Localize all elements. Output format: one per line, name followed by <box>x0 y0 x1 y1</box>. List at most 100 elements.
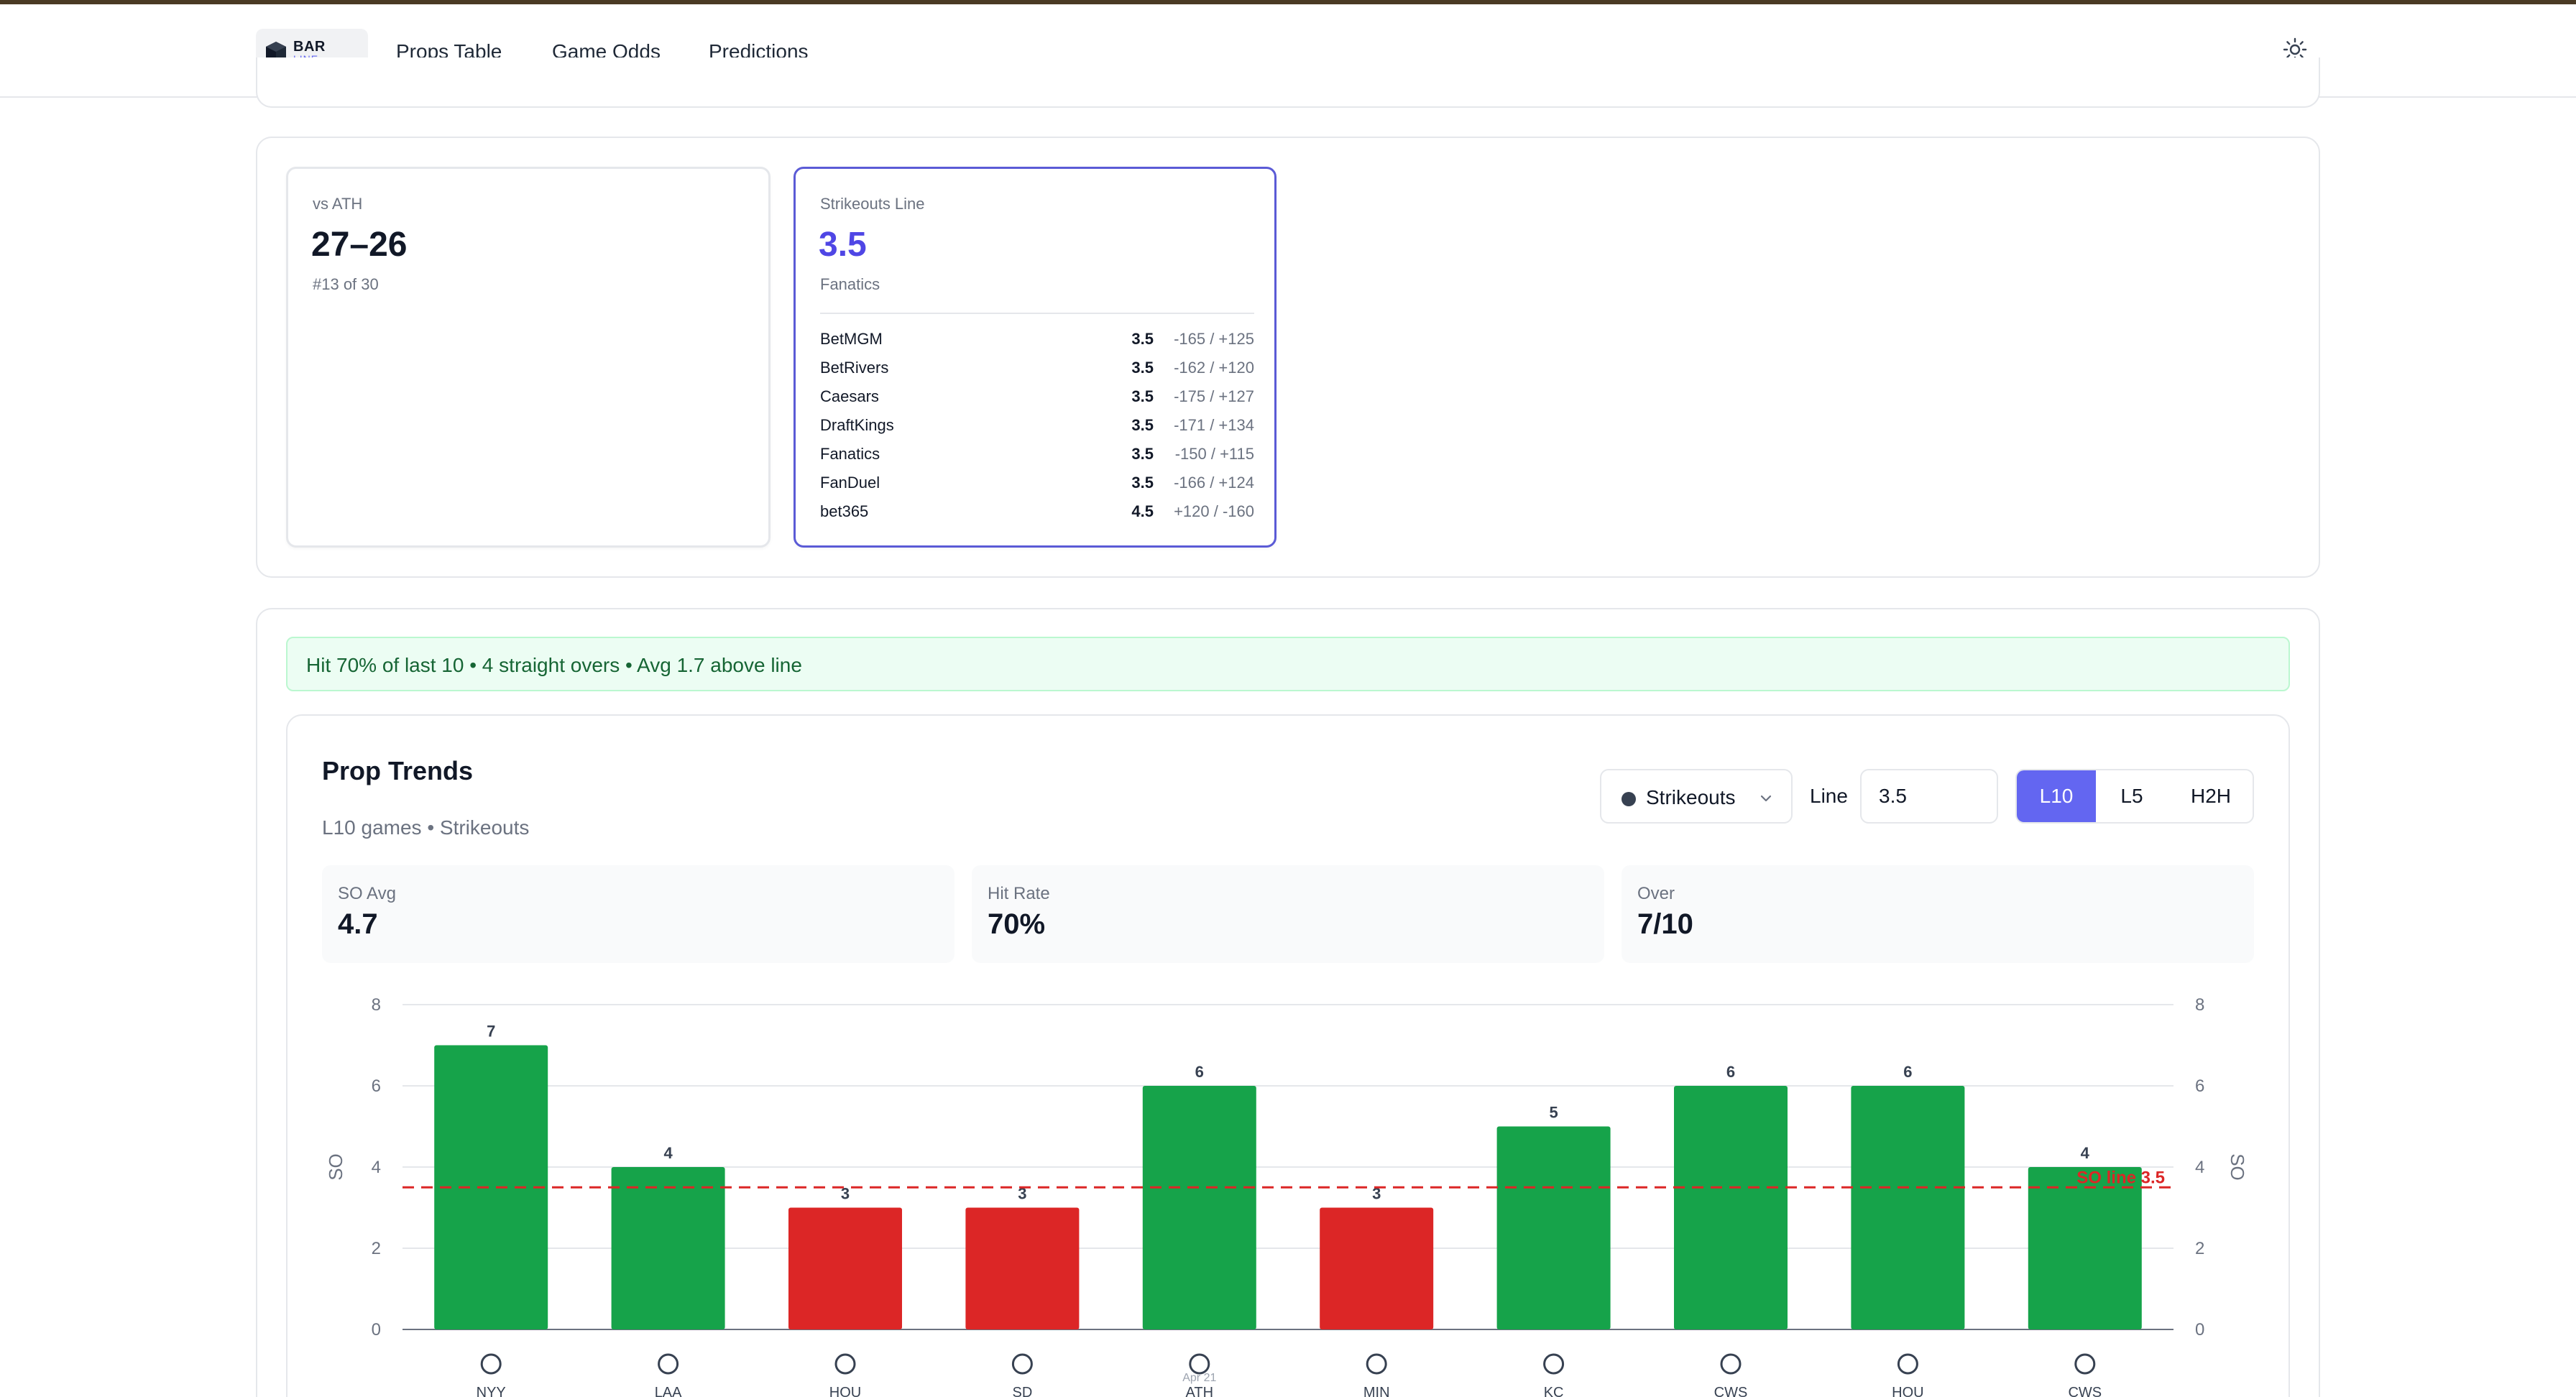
bar-min <box>1320 1207 1434 1329</box>
strikeouts-line-book: Fanatics <box>820 275 880 293</box>
stat-label: Hit Rate <box>988 884 1050 903</box>
strikeouts-line-card[interactable]: Strikeouts Line 3.5 Fanatics BetMGM 3.5 -1… <box>794 167 1276 548</box>
strikeouts-line-value: 3.5 <box>819 226 867 264</box>
x-tick-label: LAA <box>655 1385 682 1397</box>
x-tick-label: HOU <box>829 1385 861 1397</box>
y-tick-label: 6 <box>372 1076 381 1096</box>
sportsbook-odds: -166 / +124 <box>1174 474 1254 492</box>
previous-section-card <box>256 57 2320 108</box>
sportsbook-name: BetRivers <box>820 359 889 377</box>
stat-value: 7/10 <box>1637 908 1693 940</box>
stat-label: Over <box>1637 884 1675 903</box>
window-top-strip <box>0 0 2576 4</box>
range-toggle: L10 L5 H2H <box>2015 769 2254 824</box>
line-input-label: Line <box>1810 785 1848 807</box>
bar-value-label: 6 <box>1903 1063 1912 1081</box>
sportsbook-row: FanDuel 3.5 -166 / +124 <box>820 474 1254 502</box>
sun-icon[interactable] <box>2281 36 2309 63</box>
stat-label: SO Avg <box>338 884 396 903</box>
sportsbook-row: Fanatics 3.5 -150 / +115 <box>820 445 1254 474</box>
x-tick-label: KC <box>1544 1385 1564 1397</box>
stat-select-dropdown[interactable]: Strikeouts <box>1600 769 1793 824</box>
prop-trends-subtitle: L10 games • Strikeouts <box>322 816 530 839</box>
x-tick-label: NYY <box>477 1385 506 1397</box>
sportsbook-name: bet365 <box>820 502 869 520</box>
sportsbook-line: 3.5 <box>1131 359 1154 377</box>
bar-hou <box>1851 1086 1965 1329</box>
sportsbook-row: Caesars 3.5 -175 / +127 <box>820 387 1254 416</box>
sportsbook-name: BetMGM <box>820 330 883 348</box>
bar-cws <box>2028 1167 2142 1329</box>
sportsbook-odds: +120 / -160 <box>1174 502 1254 520</box>
team-logo-icon <box>2074 1353 2096 1375</box>
bar-value-label: 6 <box>1726 1063 1735 1081</box>
x-tick-label: HOU <box>1892 1385 1923 1397</box>
bar-value-label: 3 <box>1018 1185 1026 1203</box>
team-logo-icon <box>1543 1353 1565 1375</box>
matchup-card: vs ATH 27–26 #13 of 30 <box>286 167 770 548</box>
reference-line-label: SO line 3.5 <box>2076 1168 2165 1187</box>
logo-text: BAR <box>293 39 326 55</box>
line-input[interactable] <box>1860 769 1998 824</box>
bar-sd <box>965 1207 1080 1329</box>
bar-ath <box>1142 1086 1256 1329</box>
bar-value-label: 3 <box>841 1185 850 1203</box>
sportsbook-line: 3.5 <box>1131 330 1154 348</box>
sportsbook-line: 3.5 <box>1131 387 1154 405</box>
divider <box>820 313 1254 314</box>
x-tick-label: MIN <box>1363 1385 1390 1397</box>
x-tick-label: SD <box>1013 1385 1033 1397</box>
sportsbook-odds: -162 / +120 <box>1174 359 1254 377</box>
matchup-label: vs ATH <box>313 195 363 213</box>
sportsbook-line: 3.5 <box>1131 474 1154 492</box>
sportsbook-line: 3.5 <box>1131 445 1154 463</box>
sportsbook-row: BetMGM 3.5 -165 / +125 <box>820 330 1254 359</box>
range-l10-button[interactable]: L10 <box>2017 770 2096 822</box>
team-logo-icon <box>1897 1353 1918 1375</box>
insight-banner: Hit 70% of last 10 • 4 straight overs • … <box>286 637 2290 691</box>
stat-value: 4.7 <box>338 908 378 940</box>
sportsbook-row: bet365 4.5 +120 / -160 <box>820 502 1254 531</box>
y-tick-label-right: 2 <box>2195 1239 2204 1258</box>
x-tick-label: CWS <box>2068 1385 2102 1397</box>
y-axis-label-right: SO <box>2227 1153 2248 1181</box>
sportsbook-name: FanDuel <box>820 474 880 492</box>
sportsbook-odds: -171 / +134 <box>1174 416 1254 434</box>
bar-hou <box>788 1207 902 1329</box>
strikeouts-line-label: Strikeouts Line <box>820 195 925 213</box>
bar-cws <box>1674 1086 1788 1329</box>
stat-select-value: Strikeouts <box>1646 786 1736 808</box>
y-tick-label-right: 0 <box>2195 1320 2204 1340</box>
prop-trends-title: Prop Trends <box>322 756 474 785</box>
team-logo-icon <box>1189 1353 1210 1375</box>
bar-value-label: 4 <box>663 1144 673 1162</box>
y-tick-label-right: 8 <box>2195 995 2204 1015</box>
y-tick-label: 4 <box>372 1158 381 1177</box>
matchup-rank: #13 of 30 <box>313 275 379 293</box>
sportsbook-row: DraftKings 3.5 -171 / +134 <box>820 416 1254 445</box>
bar-value-label: 6 <box>1195 1063 1204 1081</box>
y-axis-label: SO <box>325 1153 346 1181</box>
x-tick-label: ATH <box>1186 1385 1214 1397</box>
bar-value-label: 7 <box>487 1023 495 1041</box>
bar-kc <box>1496 1126 1611 1329</box>
sportsbook-row: BetRivers 3.5 -162 / +120 <box>820 359 1254 387</box>
stat-hit-rate: Hit Rate 70% <box>972 865 1604 963</box>
sportsbook-name: Fanatics <box>820 445 880 463</box>
stat-over: Over 7/10 <box>1622 865 2254 963</box>
team-logo-icon <box>480 1353 502 1375</box>
bar-value-label: 5 <box>1549 1104 1558 1122</box>
sportsbook-name: DraftKings <box>820 416 894 434</box>
range-l5-button[interactable]: L5 <box>2120 785 2143 807</box>
y-tick-label: 2 <box>372 1239 381 1258</box>
team-logo-icon <box>658 1353 679 1375</box>
sportsbook-odds: -165 / +125 <box>1174 330 1254 348</box>
stat-dot-icon <box>1622 792 1636 806</box>
range-h2h-button[interactable]: H2H <box>2190 785 2231 807</box>
stat-value: 70% <box>988 908 1046 940</box>
matchup-record: 27–26 <box>311 226 408 264</box>
x-tick-sublabel: Apr 21 <box>1182 1372 1216 1384</box>
y-tick-label-right: 6 <box>2195 1076 2204 1096</box>
team-logo-icon <box>1720 1353 1742 1375</box>
